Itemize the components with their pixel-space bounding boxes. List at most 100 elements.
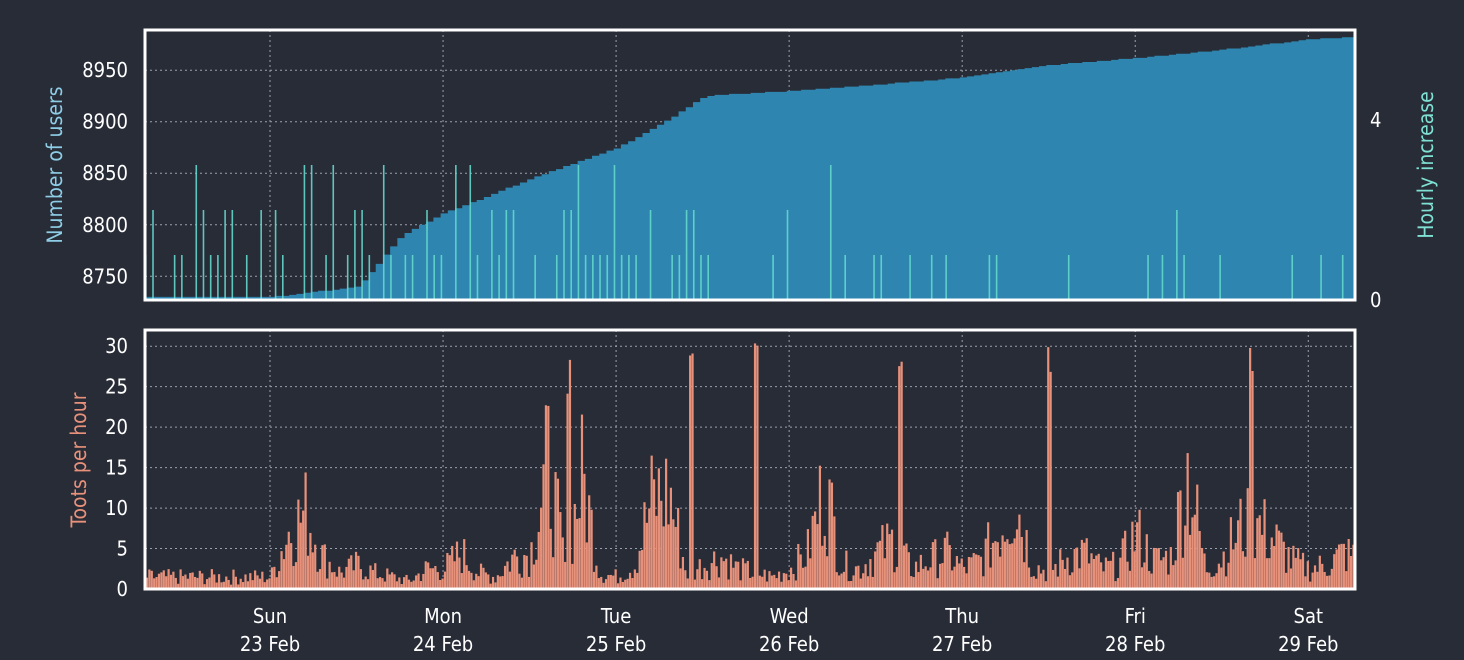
toots-bar: [621, 581, 624, 589]
toots-bar: [304, 472, 307, 589]
toots-bar: [275, 577, 278, 589]
toots-bar: [1035, 578, 1038, 589]
toots-bar: [638, 550, 641, 589]
toots-bar: [229, 584, 233, 589]
toots-bar: [1015, 529, 1019, 589]
toots-bar: [475, 573, 478, 589]
hourly-axis-label: Hourly increase: [1414, 91, 1438, 239]
toots-bar: [503, 565, 507, 589]
toots-bar: [881, 525, 884, 589]
toots-bar: [898, 366, 901, 589]
toots-bar: [297, 499, 300, 589]
hourly-bar: [411, 255, 414, 300]
toots-bar: [544, 405, 548, 589]
toots-bar: [256, 575, 259, 589]
toots-bar: [576, 518, 579, 589]
toots-bar: [1138, 509, 1141, 589]
toots-bar: [1133, 551, 1136, 589]
toots-bar: [643, 502, 646, 589]
toots-bar: [306, 555, 310, 589]
toots-bar: [746, 560, 749, 589]
toots-bar: [395, 581, 399, 589]
toots-y-tick: 15: [105, 456, 128, 480]
toots-bar: [835, 572, 838, 589]
toots-bar: [722, 561, 725, 589]
toots-bar: [1001, 535, 1004, 589]
toots-bar: [633, 569, 636, 589]
toots-bar: [1265, 558, 1269, 589]
toots-bar: [799, 554, 802, 589]
toots-bar: [741, 558, 745, 589]
toots-bar: [715, 566, 718, 589]
hourly-bar: [361, 210, 363, 300]
toots-bar: [381, 578, 384, 589]
toots-bar: [552, 557, 555, 589]
toots-bar: [1090, 553, 1093, 589]
toots-bar: [607, 575, 610, 589]
toots-bar: [917, 572, 920, 589]
hourly-bar: [584, 255, 587, 300]
toots-bar: [972, 553, 975, 589]
toots-axis-label: Toots per hour: [67, 392, 91, 528]
hourly-bar: [455, 165, 457, 300]
toots-bar: [448, 555, 451, 589]
toots-bar: [311, 552, 314, 589]
toots-bar: [1193, 514, 1196, 589]
toots-bar: [821, 545, 824, 589]
toots-bar: [701, 579, 704, 589]
toots-bar: [744, 563, 747, 589]
toots-bar: [1071, 572, 1074, 589]
toots-bar: [172, 571, 175, 589]
toots-bar: [583, 473, 586, 589]
hourly-bar: [988, 255, 991, 300]
toots-bar: [210, 569, 213, 589]
toots-bar: [984, 538, 987, 589]
toots-bar: [657, 468, 660, 589]
toots-bar: [222, 581, 225, 589]
toots-bar: [403, 577, 406, 589]
toots-bar: [494, 582, 497, 589]
toots-bar: [828, 479, 831, 589]
hourly-bar: [945, 255, 947, 300]
hourly-bar: [195, 165, 198, 300]
toots-bar: [487, 574, 490, 589]
toots-bar: [689, 355, 692, 589]
users-y-tick: 8900: [82, 110, 128, 134]
toots-bar: [1056, 576, 1059, 589]
toots-bar: [811, 515, 814, 589]
toots-bar: [1051, 569, 1055, 589]
toots-bar: [1042, 569, 1045, 589]
toots-bar: [292, 566, 295, 589]
toots-bar: [1179, 490, 1182, 589]
toots-bar: [217, 574, 221, 589]
toots-bar: [1323, 571, 1326, 589]
toots-bar: [465, 565, 468, 589]
toots-bar: [1006, 539, 1009, 589]
toots-bar: [511, 554, 514, 589]
toots-bar: [566, 393, 569, 589]
toots-bar: [859, 578, 862, 589]
toots-bar: [1263, 499, 1266, 589]
toots-bar: [366, 579, 370, 589]
toots-bar: [588, 495, 591, 589]
toots-y-tick: 5: [117, 537, 128, 561]
toots-bar: [477, 576, 480, 589]
hourly-bar: [224, 210, 226, 300]
hourly-bar: [700, 255, 702, 300]
toots-bar: [1078, 568, 1081, 589]
toots-bar: [919, 554, 922, 589]
toots-bar: [443, 571, 447, 589]
x-tick-day: Tue: [600, 604, 631, 628]
hourly-bar: [1161, 255, 1164, 300]
toots-bar: [734, 561, 737, 589]
toots-bar: [1164, 550, 1168, 589]
toots-bar: [890, 529, 894, 589]
toots-bar: [1337, 544, 1341, 589]
toots-bar: [1261, 534, 1264, 589]
toots-bar: [751, 576, 754, 589]
hourly-bar: [404, 255, 407, 300]
toots-bar: [318, 569, 322, 589]
toots-bar: [1268, 558, 1271, 589]
toots-bar: [1039, 573, 1043, 589]
